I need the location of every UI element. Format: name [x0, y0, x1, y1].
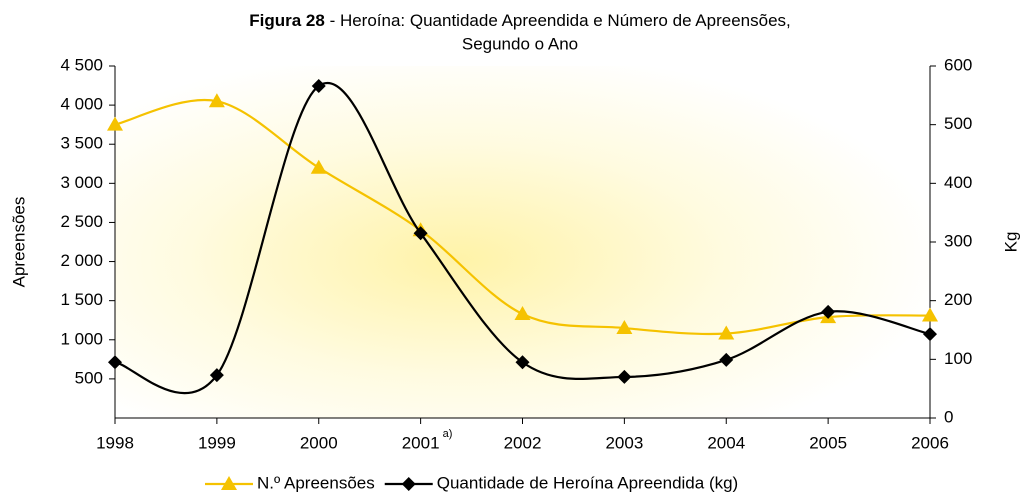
- y-tick-label: 1 500: [60, 290, 103, 309]
- y2-tick-label: 400: [944, 173, 972, 192]
- legend-label: N.º Apreensões: [257, 473, 375, 492]
- marker: [821, 304, 836, 319]
- chart-title: Figura 28 - Heroína: Quantidade Apreendi…: [249, 11, 791, 30]
- y2-tick-label: 300: [944, 231, 972, 250]
- y-tick-label: 4 000: [60, 95, 103, 114]
- marker: [514, 305, 531, 320]
- x-tick-label: 2000: [300, 433, 338, 452]
- y2-tick-label: 500: [944, 114, 972, 133]
- series-line: [114, 82, 931, 395]
- y-tick-label: 500: [75, 368, 103, 387]
- x-tick-label: 1999: [198, 433, 236, 452]
- marker: [401, 477, 416, 491]
- y2-tick-label: 600: [944, 55, 972, 74]
- marker: [616, 320, 633, 335]
- marker: [310, 159, 327, 174]
- marker: [718, 325, 735, 340]
- x-tick-label: 2006: [911, 433, 949, 452]
- x-tick-label: 2003: [605, 433, 643, 452]
- x-tick-label: 2001: [402, 433, 440, 452]
- marker: [209, 368, 224, 383]
- marker: [923, 327, 937, 342]
- y-tick-label: 3 500: [60, 134, 103, 153]
- title-line: - Heroína: Quantidade Apreendida e Númer…: [330, 11, 791, 30]
- y-tick-label: 3 000: [60, 173, 103, 192]
- title-line: Segundo o Ano: [462, 34, 578, 53]
- y-tick-label: 2 500: [60, 212, 103, 231]
- title-prefix: Figura 28: [249, 11, 325, 30]
- x-tick-label: 2004: [707, 433, 745, 452]
- marker: [208, 93, 225, 108]
- marker: [221, 476, 237, 490]
- y2-tick-label: 100: [944, 349, 972, 368]
- x-tick-label: 1998: [96, 433, 134, 452]
- y2-axis-label: Kg: [1001, 232, 1020, 253]
- marker: [515, 355, 530, 370]
- marker: [617, 369, 632, 384]
- y-axis-label: Apreensões: [9, 197, 28, 288]
- y-tick-label: 2 000: [60, 251, 103, 270]
- x-tick-label: 2005: [809, 433, 847, 452]
- legend-label: Quantidade de Heroína Apreendida (kg): [437, 473, 738, 492]
- y2-tick-label: 200: [944, 290, 972, 309]
- y-tick-label: 1 000: [60, 329, 103, 348]
- marker: [311, 78, 326, 93]
- y-tick-label: 4 500: [60, 55, 103, 74]
- marker: [108, 355, 122, 370]
- annotation: a): [443, 428, 453, 440]
- marker: [922, 307, 938, 322]
- y2-tick-label: 0: [944, 407, 953, 426]
- marker: [413, 226, 428, 241]
- marker: [719, 352, 734, 367]
- marker: [107, 116, 123, 131]
- x-tick-label: 2002: [504, 433, 542, 452]
